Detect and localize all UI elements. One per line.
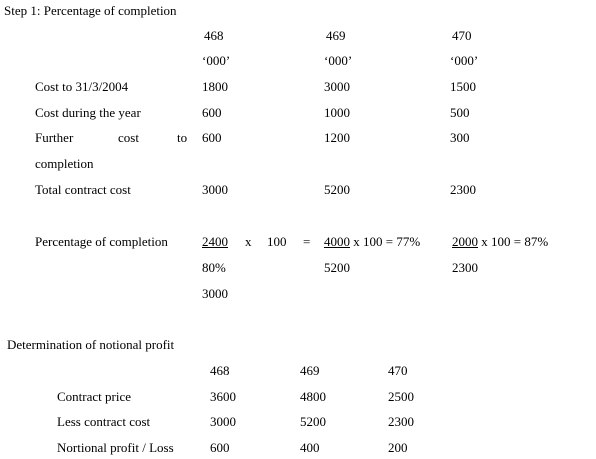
step1-col-header-469: 469 <box>326 28 346 43</box>
row-label-further-cont: completion <box>35 156 94 171</box>
pct-c3-numerator: 2000 <box>452 234 478 249</box>
notional-value: 3600 <box>210 389 236 404</box>
row-label-total-cost: Total contract cost <box>35 182 131 197</box>
pct-c1-times: x <box>245 234 252 249</box>
step1-unit-469: ‘000’ <box>324 53 353 68</box>
step1-heading: Step 1: Percentage of completion <box>4 3 177 18</box>
notional-col-header-468: 468 <box>210 363 230 378</box>
row-label-cost-during-year: Cost during the year <box>35 105 141 120</box>
notional-row-label-profit-loss: Nortional profit / Loss <box>57 440 174 455</box>
pct-c2-denominator: 5200 <box>324 260 350 275</box>
notional-value: 3000 <box>210 414 236 429</box>
notional-value: 2300 <box>388 414 414 429</box>
pct-c1-denominator: 3000 <box>202 286 228 301</box>
notional-heading: Determination of notional profit <box>7 337 175 352</box>
step1-unit-470: ‘000’ <box>450 53 479 68</box>
row-label-cost-to-date: Cost to 31/3/2004 <box>35 79 129 94</box>
row-value: 1000 <box>324 105 350 120</box>
notional-value: 2500 <box>388 389 414 404</box>
row-value: 600 <box>202 105 222 120</box>
row-value: 3000 <box>324 79 350 94</box>
notional-value: 5200 <box>300 414 326 429</box>
pct-c3-denominator: 2300 <box>452 260 478 275</box>
pct-c3-rest: x 100 = 87% <box>481 234 549 249</box>
notional-row-label-contract-price: Contract price <box>57 389 131 404</box>
step1-col-header-470: 470 <box>452 28 472 43</box>
pct-c2-rest: x 100 = 77% <box>353 234 421 249</box>
notional-value: 600 <box>210 440 230 455</box>
row-value: 500 <box>450 105 470 120</box>
step1-unit-468: ‘000’ <box>202 53 231 68</box>
row-value: 300 <box>450 130 470 145</box>
row-value: 5200 <box>324 182 350 197</box>
step1-col-header-468: 468 <box>204 28 224 43</box>
row-value: 3000 <box>202 182 228 197</box>
row-label-further-word1: Further <box>35 130 74 145</box>
percentage-label: Percentage of completion <box>35 234 168 249</box>
row-value: 1800 <box>202 79 228 94</box>
row-value: 2300 <box>450 182 476 197</box>
notional-row-label-less-cost: Less contract cost <box>57 414 151 429</box>
pct-c1-numerator: 2400 <box>202 234 228 249</box>
row-label-further-word3: to <box>177 130 188 145</box>
notional-value: 4800 <box>300 389 326 404</box>
pct-c1-hundred: 100 <box>267 234 287 249</box>
notional-col-header-470: 470 <box>388 363 408 378</box>
notional-value: 400 <box>300 440 320 455</box>
row-value: 600 <box>202 130 222 145</box>
notional-col-header-469: 469 <box>300 363 320 378</box>
pct-c2-numerator: 4000 <box>324 234 350 249</box>
row-value: 1500 <box>450 79 476 94</box>
row-value: 1200 <box>324 130 350 145</box>
row-label-further-word2: cost <box>118 130 139 145</box>
pct-c1-equals: = <box>303 234 311 249</box>
pct-c1-result: 80% <box>202 260 226 275</box>
notional-value: 200 <box>388 440 408 455</box>
